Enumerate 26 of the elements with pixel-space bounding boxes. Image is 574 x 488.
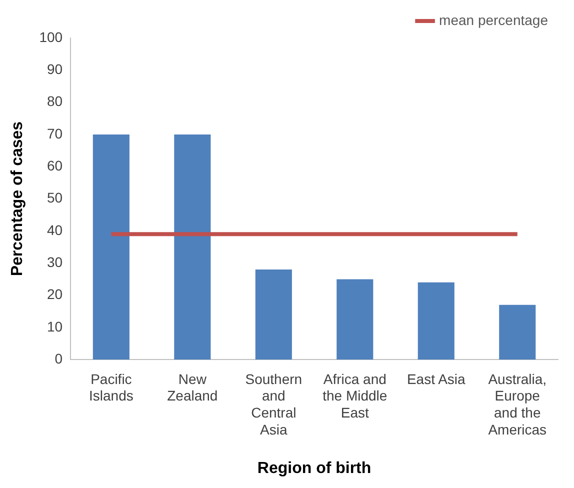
bar — [336, 279, 374, 360]
legend-label: mean percentage — [439, 12, 548, 28]
bar — [174, 134, 211, 360]
bar — [418, 282, 454, 360]
x-tick-label: Pacific Islands — [89, 370, 134, 404]
y-axis-title: Percentage of cases — [9, 121, 26, 276]
y-tick-label: 50 — [46, 190, 63, 206]
x-tick-label: Australia, Europe and the Americas — [488, 370, 547, 438]
y-tick-label: 60 — [46, 158, 63, 174]
x-axis-title: Region of birth — [257, 460, 372, 477]
x-tick-label: Africa and the Middle East — [322, 370, 388, 420]
y-tick-label: 70 — [46, 125, 63, 142]
bar — [499, 304, 536, 360]
y-tick-label: 40 — [46, 222, 63, 238]
bar — [92, 134, 130, 360]
y-tick-label: 30 — [46, 254, 63, 270]
x-tick-label: New Zealand — [167, 370, 218, 404]
y-tick-label: 0 — [54, 350, 63, 366]
y-tick-label: 80 — [46, 93, 63, 110]
y-tick-label: 10 — [46, 318, 63, 334]
bar — [255, 270, 292, 360]
y-tick-label: 100 — [39, 28, 63, 45]
x-tick-label: Southern and Central Asia — [245, 370, 302, 438]
y-tick-label: 90 — [46, 61, 63, 78]
x-tick-label: East Asia — [406, 370, 466, 387]
y-tick-label: 20 — [46, 286, 63, 302]
